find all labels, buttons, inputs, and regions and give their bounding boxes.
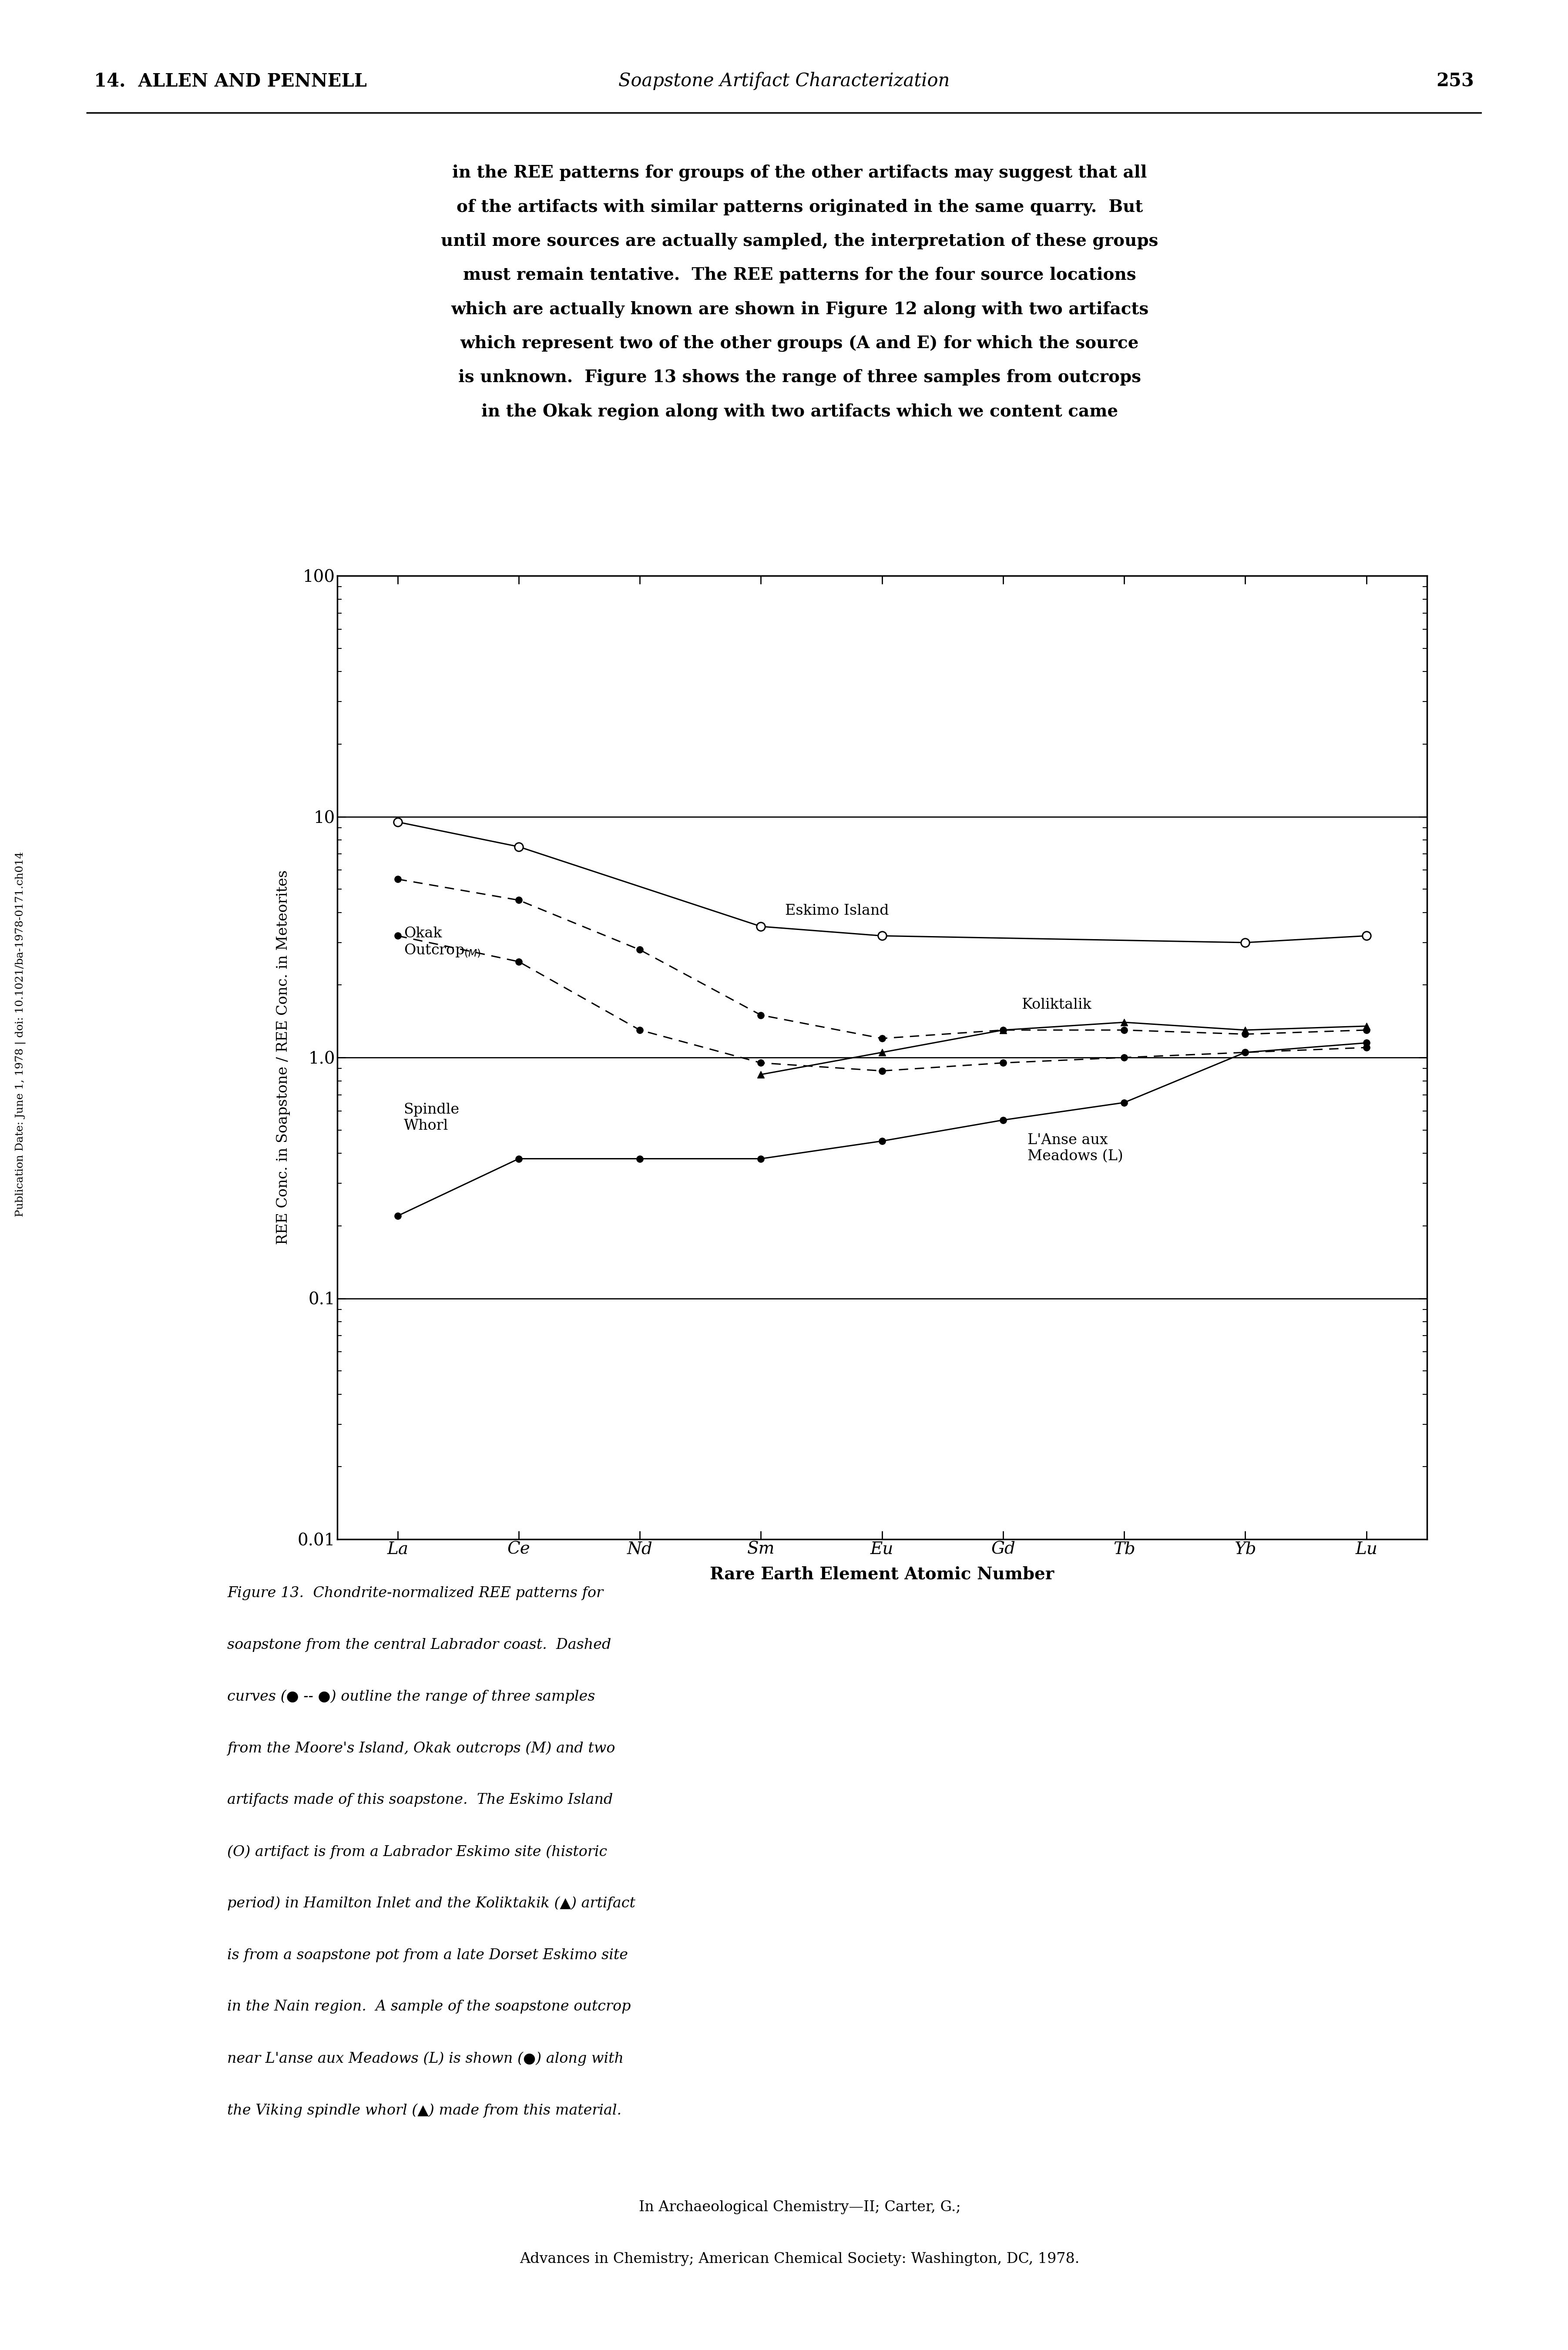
Text: in the Okak region along with two artifacts which we content came: in the Okak region along with two artifa…: [481, 404, 1118, 421]
Text: curves (● -- ●) outline the range of three samples: curves (● -- ●) outline the range of thr…: [227, 1690, 596, 1704]
Text: which are actually known are shown in Figure 12 along with two artifacts: which are actually known are shown in Fi…: [452, 301, 1148, 317]
Text: Soapstone Artifact Characterization: Soapstone Artifact Characterization: [618, 73, 950, 89]
Text: in the REE patterns for groups of the other artifacts may suggest that all: in the REE patterns for groups of the ot…: [452, 165, 1148, 181]
Text: Eskimo Island: Eskimo Island: [786, 905, 889, 919]
Text: soapstone from the central Labrador coast.  Dashed: soapstone from the central Labrador coas…: [227, 1638, 612, 1652]
Text: Figure 13.  Chondrite-normalized REE patterns for: Figure 13. Chondrite-normalized REE patt…: [227, 1586, 604, 1600]
Text: Publication Date: June 1, 1978 | doi: 10.1021/ba-1978-0171.ch014: Publication Date: June 1, 1978 | doi: 10…: [16, 851, 25, 1217]
Text: period) in Hamilton Inlet and the Koliktakik (▲) artifact: period) in Hamilton Inlet and the Kolikt…: [227, 1896, 635, 1911]
Text: from the Moore's Island, Okak outcrops (M) and two: from the Moore's Island, Okak outcrops (…: [227, 1741, 615, 1755]
Text: is from a soapstone pot from a late Dorset Eskimo site: is from a soapstone pot from a late Dors…: [227, 1948, 629, 1962]
Text: is unknown.  Figure 13 shows the range of three samples from outcrops: is unknown. Figure 13 shows the range of…: [458, 369, 1142, 385]
X-axis label: Rare Earth Element Atomic Number: Rare Earth Element Atomic Number: [710, 1565, 1054, 1582]
Text: in the Nain region.  A sample of the soapstone outcrop: in the Nain region. A sample of the soap…: [227, 2000, 630, 2014]
Text: artifacts made of this soapstone.  The Eskimo Island: artifacts made of this soapstone. The Es…: [227, 1793, 613, 1807]
Y-axis label: REE Conc. in Soapstone / REE Conc. in Meteorites: REE Conc. in Soapstone / REE Conc. in Me…: [276, 870, 290, 1246]
Text: Advances in Chemistry; American Chemical Society: Washington, DC, 1978.: Advances in Chemistry; American Chemical…: [519, 2251, 1080, 2265]
Text: L'Anse aux
Meadows (L): L'Anse aux Meadows (L): [1027, 1133, 1123, 1163]
Text: Koliktalik: Koliktalik: [1021, 999, 1091, 1010]
Text: of the artifacts with similar patterns originated in the same quarry.  But: of the artifacts with similar patterns o…: [456, 200, 1143, 216]
Text: must remain tentative.  The REE patterns for the four source locations: must remain tentative. The REE patterns …: [463, 266, 1137, 284]
Text: (O) artifact is from a Labrador Eskimo site (historic: (O) artifact is from a Labrador Eskimo s…: [227, 1845, 607, 1859]
Text: 253: 253: [1436, 73, 1474, 89]
Text: near L'anse aux Meadows (L) is shown (●) along with: near L'anse aux Meadows (L) is shown (●)…: [227, 2052, 624, 2066]
Text: Spindle
Whorl: Spindle Whorl: [403, 1102, 459, 1133]
Text: which represent two of the other groups (A and E) for which the source: which represent two of the other groups …: [461, 336, 1138, 352]
Text: until more sources are actually sampled, the interpretation of these groups: until more sources are actually sampled,…: [441, 233, 1159, 249]
Text: 14.  ALLEN AND PENNELL: 14. ALLEN AND PENNELL: [94, 73, 367, 89]
Text: Okak
Outcrop$_{(M)}$: Okak Outcrop$_{(M)}$: [403, 926, 481, 959]
Text: the Viking spindle whorl (▲) made from this material.: the Viking spindle whorl (▲) made from t…: [227, 2103, 621, 2117]
Text: In Archaeological Chemistry—II; Carter, G.;: In Archaeological Chemistry—II; Carter, …: [638, 2200, 961, 2214]
